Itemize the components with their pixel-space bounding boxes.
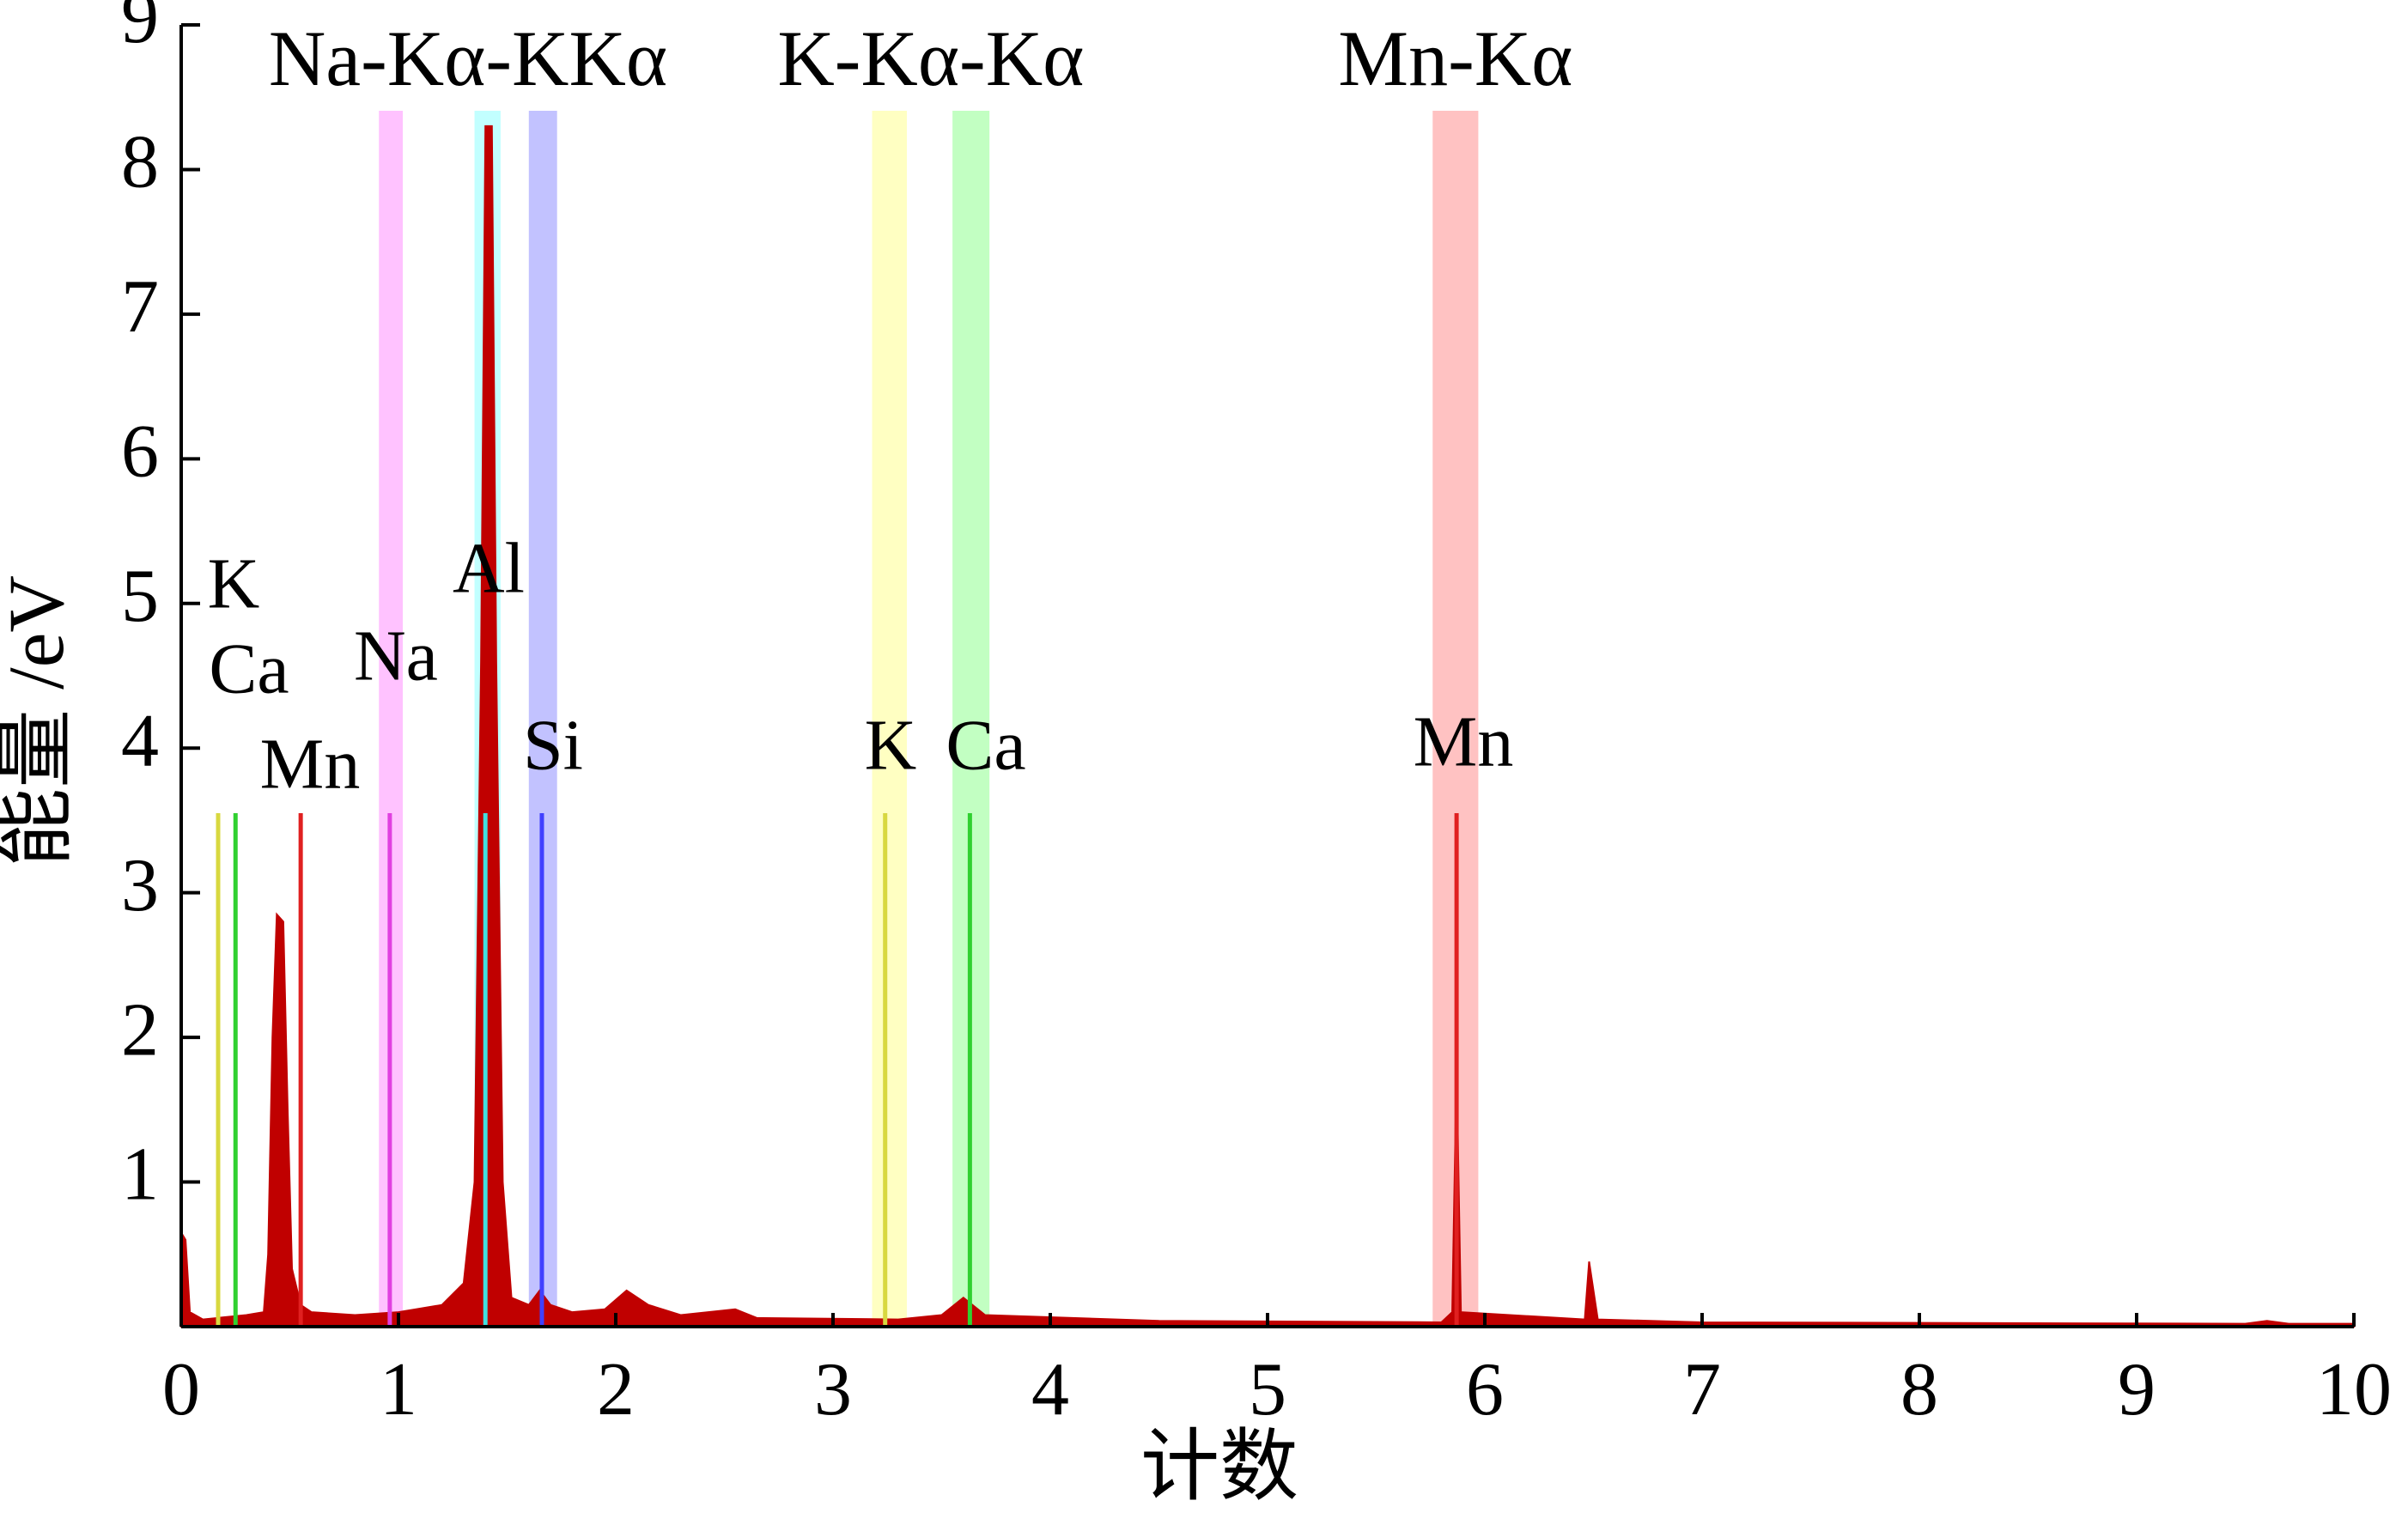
x-tick-label: 10: [2316, 1348, 2392, 1431]
y-tick-label: 8: [121, 121, 159, 204]
spectrum: [180, 125, 2355, 1328]
y-tick-label: 2: [121, 988, 159, 1072]
element-label: Ca: [209, 629, 289, 708]
y-tick-label: 7: [121, 265, 159, 349]
band-label: Mn-Kα: [1338, 15, 1572, 102]
x-tick-label: 5: [1249, 1348, 1286, 1431]
element-label: Si: [523, 705, 583, 785]
x-tick-label: 8: [1900, 1348, 1938, 1431]
element-label: Na: [354, 616, 438, 696]
x-tick-label: 2: [597, 1348, 635, 1431]
x-tick-label: 0: [162, 1348, 200, 1431]
x-tick-label: 4: [1031, 1348, 1069, 1431]
x-axis-label: 计数: [1140, 1423, 1298, 1510]
y-tick-label: 5: [121, 555, 159, 638]
element-label: Mn: [260, 724, 361, 804]
x-tick-label: 6: [1466, 1348, 1504, 1431]
element-label: Ca: [946, 705, 1025, 785]
element-label: K: [208, 544, 260, 623]
band-label: Na-Kα-KKα: [269, 15, 667, 102]
y-tick-label: 4: [121, 699, 159, 782]
element-band: [872, 111, 908, 1327]
y-tick-label: 3: [121, 844, 159, 927]
band-label: K-Kα-Kα: [777, 15, 1084, 102]
y-tick-label: 9: [121, 0, 159, 59]
element-label: K: [865, 705, 917, 785]
y-tick-label: 1: [121, 1133, 159, 1217]
element-label: Al: [453, 528, 525, 608]
x-tick-label: 9: [2118, 1348, 2156, 1431]
y-tick-label: 6: [121, 410, 159, 494]
x-tick-label: 7: [1683, 1348, 1721, 1431]
x-tick-label: 1: [380, 1348, 417, 1431]
element-label: Mn: [1414, 702, 1514, 781]
y-axis-label: 能量 /eV: [0, 575, 80, 867]
x-tick-label: 3: [814, 1348, 852, 1431]
